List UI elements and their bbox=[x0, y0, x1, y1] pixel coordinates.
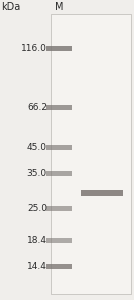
Bar bbox=[46, 46, 72, 51]
Bar bbox=[46, 206, 72, 211]
Bar bbox=[46, 238, 72, 243]
Text: 116.0: 116.0 bbox=[21, 44, 47, 53]
Text: 25.0: 25.0 bbox=[27, 204, 47, 213]
Text: 45.0: 45.0 bbox=[27, 143, 47, 152]
Bar bbox=[51, 14, 131, 294]
Text: 66.2: 66.2 bbox=[27, 103, 47, 112]
Text: 18.4: 18.4 bbox=[27, 236, 47, 245]
Text: M: M bbox=[55, 2, 63, 12]
Text: 35.0: 35.0 bbox=[27, 169, 47, 178]
Bar bbox=[46, 145, 72, 150]
Text: 14.4: 14.4 bbox=[27, 262, 47, 271]
Bar bbox=[46, 264, 72, 268]
Text: kDa: kDa bbox=[1, 2, 21, 12]
Bar bbox=[46, 105, 72, 110]
Bar bbox=[81, 190, 123, 196]
Bar bbox=[46, 171, 72, 176]
